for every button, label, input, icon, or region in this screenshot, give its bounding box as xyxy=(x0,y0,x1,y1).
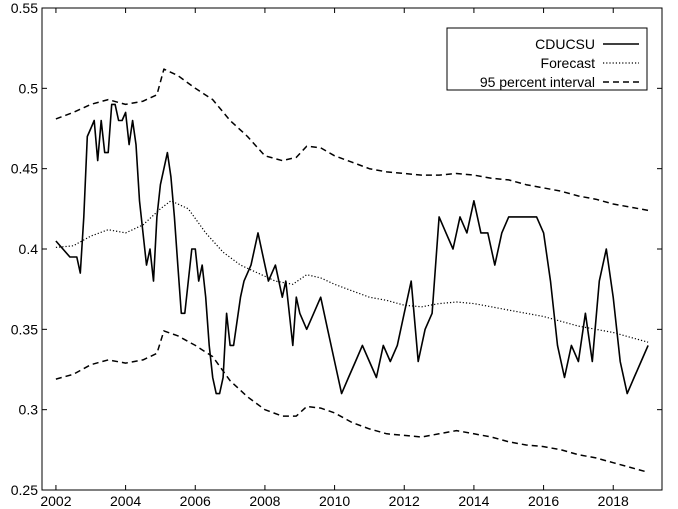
series-line-2 xyxy=(55,68,649,212)
legend-label: 95 percent interval xyxy=(480,74,595,90)
y-tick-label: 0.5 xyxy=(19,80,39,96)
series-line-1 xyxy=(55,200,649,343)
y-tick-label: 0.55 xyxy=(11,0,38,16)
y-tick-label: 0.25 xyxy=(11,482,38,498)
axis-ticks: 2002 2004 2006 2008 2010 2012 2014 2016 2018 0.25… xyxy=(11,0,662,509)
y-tick-label: 0.3 xyxy=(19,402,39,418)
x-tick-label: 2002 xyxy=(40,493,71,509)
x-tick-label: 2004 xyxy=(110,493,141,509)
plot-series xyxy=(55,68,649,474)
legend-label: CDUCSU xyxy=(535,36,595,52)
y-tick-label: 0.35 xyxy=(11,321,38,337)
legend-label: Forecast xyxy=(541,55,596,71)
x-tick-label: 2008 xyxy=(249,493,280,509)
y-tick-label: 0.45 xyxy=(11,161,38,177)
x-tick-label: 2010 xyxy=(319,493,350,509)
x-tick-label: 2016 xyxy=(528,493,559,509)
series-line-3 xyxy=(55,330,649,474)
x-tick-label: 2018 xyxy=(598,493,629,509)
legend-box xyxy=(446,27,648,91)
y-tick-label: 0.4 xyxy=(19,241,39,257)
x-tick-label: 2014 xyxy=(458,493,489,509)
series-line-0 xyxy=(55,103,649,395)
x-tick-label: 2006 xyxy=(180,493,211,509)
legend: CDUCSU Forecast 95 percent interval xyxy=(446,27,648,91)
x-tick-label: 2012 xyxy=(389,493,420,509)
